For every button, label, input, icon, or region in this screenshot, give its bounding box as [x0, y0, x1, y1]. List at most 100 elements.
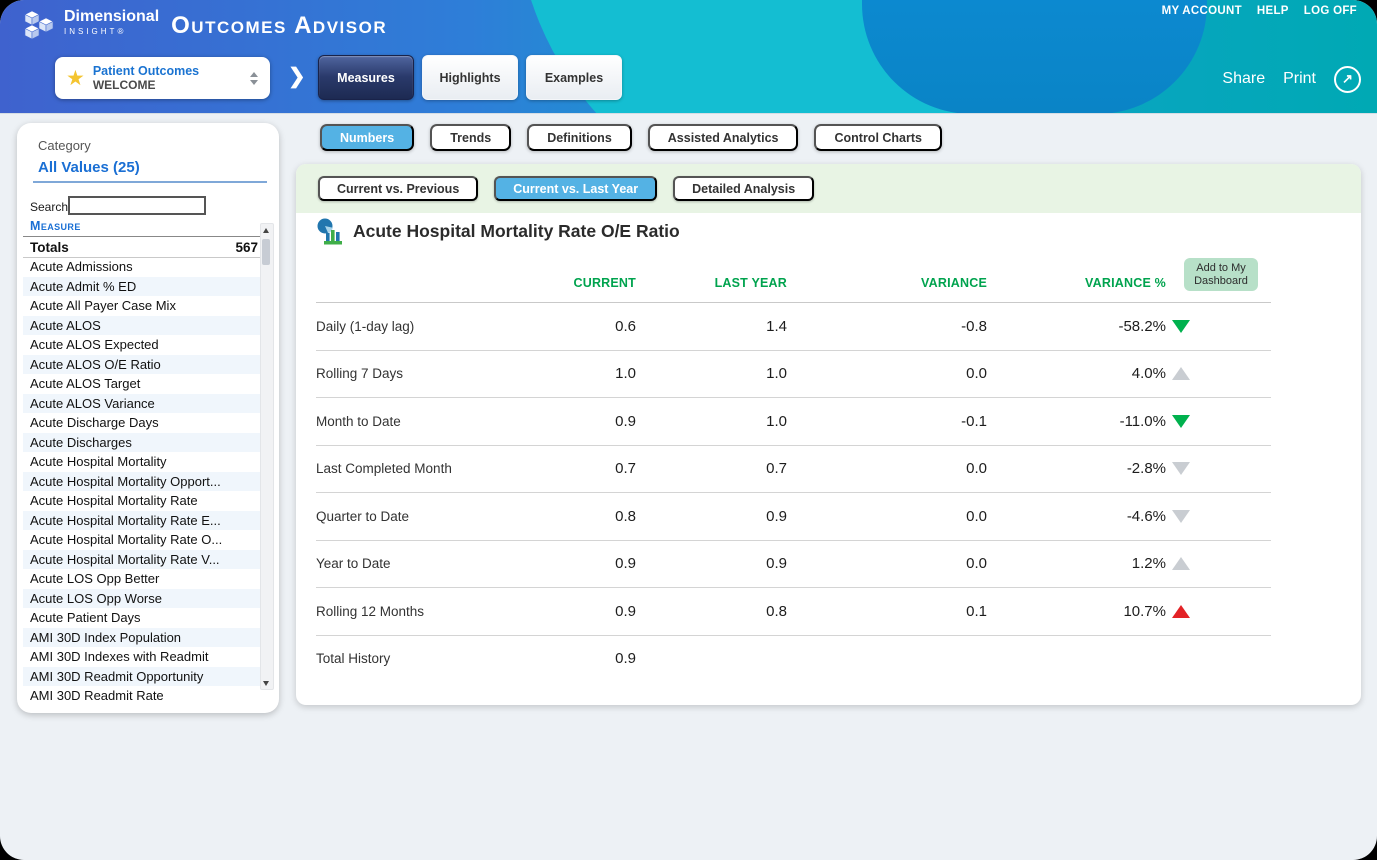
tab-assisted-analytics[interactable]: Assisted Analytics — [648, 124, 799, 151]
share-button[interactable]: Share — [1222, 70, 1265, 88]
column-header-variance-pct: VARIANCE % — [987, 276, 1166, 290]
go-arrow-icon[interactable]: ↗ — [1334, 66, 1361, 93]
list-item[interactable]: Acute Hospital Mortality Rate O... — [23, 530, 262, 550]
list-item[interactable]: Acute ALOS O/E Ratio — [23, 355, 262, 375]
current-value: 0.9 — [486, 555, 636, 572]
list-item[interactable]: Acute Admit % ED — [23, 277, 262, 297]
list-item[interactable]: AMI 30D Readmit Opportunity — [23, 667, 262, 687]
variance-value: 0.0 — [787, 365, 987, 382]
list-item[interactable]: Acute ALOS Expected — [23, 335, 262, 355]
favorite-star-icon: ★ — [66, 68, 85, 89]
column-header-last-year: LAST YEAR — [636, 276, 787, 290]
list-item[interactable]: Acute ALOS — [23, 316, 262, 336]
tab-measures[interactable]: Measures — [318, 55, 414, 100]
tab-examples[interactable]: Examples — [526, 55, 622, 100]
last-year-value: 1.4 — [636, 318, 787, 335]
list-item[interactable]: Acute LOS Opp Better — [23, 569, 262, 589]
scroll-up-arrow[interactable] — [261, 224, 271, 236]
table-row: Rolling 12 Months 0.9 0.8 0.1 10.7% — [316, 588, 1271, 636]
tab-current-vs-last-year[interactable]: Current vs. Last Year — [494, 176, 657, 201]
sidebar-scrollbar[interactable] — [260, 223, 274, 690]
list-item[interactable]: Acute ALOS Variance — [23, 394, 262, 414]
list-item[interactable]: Acute ALOS Target — [23, 374, 262, 394]
list-item[interactable]: Acute Admissions — [23, 257, 262, 277]
tab-detailed-analysis[interactable]: Detailed Analysis — [673, 176, 814, 201]
variance-value: 0.0 — [787, 555, 987, 572]
list-item[interactable]: Acute LOS Opp Worse — [23, 589, 262, 609]
scrollbar-thumb[interactable] — [262, 239, 270, 265]
tab-control-charts[interactable]: Control Charts — [814, 124, 942, 151]
list-item[interactable]: Acute Hospital Mortality — [23, 452, 262, 472]
current-value: 0.7 — [486, 460, 636, 477]
list-item[interactable]: Acute Patient Days — [23, 608, 262, 628]
brand-name: Dimensional — [64, 9, 159, 25]
list-item[interactable]: Acute All Payer Case Mix — [23, 296, 262, 316]
totals-value: 567 — [235, 240, 258, 255]
variance-value: -0.8 — [787, 318, 987, 335]
list-item[interactable]: AMI 30D Index Population — [23, 628, 262, 648]
variance-value: -0.1 — [787, 413, 987, 430]
trend-indicator-icon — [1172, 367, 1190, 380]
table-row: Rolling 7 Days 1.0 1.0 0.0 4.0% — [316, 351, 1271, 399]
category-value-link[interactable]: All Values (25) — [38, 159, 140, 176]
tab-trends[interactable]: Trends — [430, 124, 511, 151]
row-label: Month to Date — [316, 414, 486, 429]
list-item[interactable]: Acute Hospital Mortality Opport... — [23, 472, 262, 492]
tab-current-vs-previous[interactable]: Current vs. Previous — [318, 176, 478, 201]
dashboard-selector-title: Patient Outcomes — [93, 64, 250, 78]
list-item[interactable]: AMI 30D Readmit Rate — [23, 686, 262, 705]
help-link[interactable]: HELP — [1257, 5, 1289, 17]
list-item[interactable]: Acute Discharge Days — [23, 413, 262, 433]
add-to-my-dashboard-button[interactable]: Add to My Dashboard — [1184, 258, 1258, 291]
measure-chart-icon — [316, 217, 344, 245]
brand-text: Dimensional INSIGHT® — [64, 9, 159, 36]
list-item[interactable]: AMI 30D Indexes with Readmit — [23, 647, 262, 667]
current-value: 1.0 — [486, 365, 636, 382]
search-input[interactable] — [68, 196, 206, 215]
tab-numbers[interactable]: Numbers — [320, 124, 414, 151]
row-label: Rolling 7 Days — [316, 366, 486, 381]
last-year-value: 0.8 — [636, 603, 787, 620]
table-row: Last Completed Month 0.7 0.7 0.0 -2.8% — [316, 446, 1271, 494]
last-year-value: 0.7 — [636, 460, 787, 477]
variance-value: 0.0 — [787, 460, 987, 477]
last-year-value: 1.0 — [636, 365, 787, 382]
tab-definitions[interactable]: Definitions — [527, 124, 632, 151]
row-label: Rolling 12 Months — [316, 604, 486, 619]
variance-value: 0.1 — [787, 603, 987, 620]
breadcrumb-chevron-icon: ❯ — [288, 64, 306, 89]
last-year-value: 0.9 — [636, 555, 787, 572]
measure-title-row: Acute Hospital Mortality Rate O/E Ratio — [316, 217, 680, 245]
variance-pct-value: -2.8% — [987, 460, 1166, 477]
row-label: Total History — [316, 651, 486, 666]
dashboard-selector-dropdown[interactable]: ★ Patient Outcomes WELCOME — [55, 57, 270, 99]
totals-row[interactable]: Totals 567 — [23, 236, 262, 258]
brand-subname: INSIGHT® — [64, 27, 159, 36]
last-year-value: 1.0 — [636, 413, 787, 430]
measure-sidebar: Category All Values (25) Search: Measure… — [17, 123, 279, 713]
current-value: 0.8 — [486, 508, 636, 525]
brand: Dimensional INSIGHT® Outcomes Advisor — [18, 9, 387, 45]
current-value: 0.9 — [486, 413, 636, 430]
tab-highlights[interactable]: Highlights — [422, 55, 518, 100]
list-item[interactable]: Acute Discharges — [23, 433, 262, 453]
dropdown-updown-icon — [250, 72, 258, 85]
log-off-link[interactable]: LOG OFF — [1304, 5, 1357, 17]
variance-pct-value: -4.6% — [987, 508, 1166, 525]
trend-indicator-icon — [1172, 320, 1190, 333]
list-item[interactable]: Acute Hospital Mortality Rate E... — [23, 511, 262, 531]
current-value: 0.6 — [486, 318, 636, 335]
list-item[interactable]: Acute Hospital Mortality Rate — [23, 491, 262, 511]
variance-pct-value: 10.7% — [987, 603, 1166, 620]
scroll-down-arrow[interactable] — [261, 677, 271, 689]
primary-nav-tabs: Measures Highlights Examples — [318, 55, 622, 100]
measure-view-toolbar: Numbers Trends Definitions Assisted Anal… — [320, 124, 942, 151]
add-button-line2: Dashboard — [1190, 275, 1252, 288]
table-header-row: CURRENT LAST YEAR VARIANCE VARIANCE % Ad… — [316, 264, 1271, 303]
print-button[interactable]: Print — [1283, 70, 1316, 88]
dashboard-selector-subtitle: WELCOME — [93, 78, 250, 92]
measure-title: Acute Hospital Mortality Rate O/E Ratio — [353, 221, 680, 242]
list-item[interactable]: Acute Hospital Mortality Rate V... — [23, 550, 262, 570]
row-label: Quarter to Date — [316, 509, 486, 524]
my-account-link[interactable]: MY ACCOUNT — [1162, 5, 1242, 17]
